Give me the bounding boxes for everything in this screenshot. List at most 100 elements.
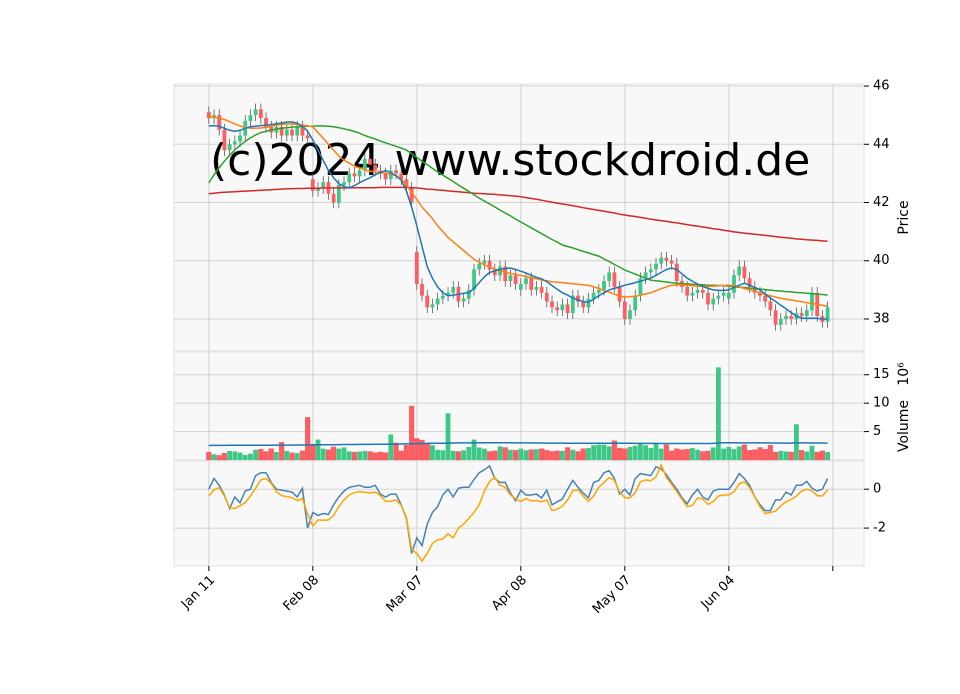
y-tick-label: 15 (873, 367, 890, 382)
candle-body (721, 292, 726, 296)
candle-body (560, 304, 565, 311)
y-tick-label: 5 (873, 424, 881, 439)
candle-body (399, 173, 404, 180)
volume-bar (289, 452, 295, 461)
y-tick-label: 38 (873, 311, 890, 326)
candle-body (674, 263, 679, 282)
candle-body (472, 269, 476, 290)
candle-body (778, 318, 783, 325)
volume-bar (794, 424, 799, 460)
candle-body (420, 284, 424, 296)
candle-body (726, 292, 731, 299)
candle-body (643, 272, 648, 279)
volume-bar (320, 448, 326, 460)
volume-bar (544, 450, 550, 461)
volume-bar (258, 449, 264, 461)
volume-bar (809, 445, 815, 460)
volume-bar (721, 448, 727, 460)
candle-body (222, 129, 227, 151)
volume-bar (710, 447, 716, 460)
candle-body (669, 260, 674, 264)
y-tick-label: 46 (873, 79, 890, 94)
candle-body (742, 266, 747, 279)
volume-bar (253, 449, 259, 460)
volume-bar (622, 448, 628, 461)
candle-body (258, 109, 263, 119)
volume-bar (632, 445, 638, 460)
volume-bar (679, 449, 685, 461)
volume-bar (227, 450, 233, 460)
volume-bar (492, 450, 498, 461)
volume-bar (617, 447, 623, 461)
candle-body (804, 310, 809, 317)
y-tick-label: 44 (873, 137, 890, 152)
candle-body (628, 310, 632, 319)
candle-body (357, 170, 362, 177)
volume-bar (586, 448, 591, 460)
volume-bar (716, 367, 721, 460)
volume-bar (653, 443, 659, 460)
candle-body (284, 129, 289, 136)
y-axis-label: Volume (896, 400, 912, 452)
volume-bar (414, 438, 420, 461)
volume-bar (601, 444, 607, 460)
volume-bar (762, 449, 768, 461)
volume-bar (351, 451, 357, 461)
volume-bar (508, 449, 513, 460)
volume-bar (669, 450, 675, 461)
candle-body (305, 135, 310, 139)
volume-bar (284, 450, 290, 460)
candle-body (248, 115, 253, 121)
volume-bar (466, 446, 472, 460)
volume-bar (825, 452, 831, 460)
candle-body (300, 126, 305, 136)
candle-body (295, 126, 300, 136)
candle-body (591, 292, 596, 299)
volume-bar (591, 445, 597, 460)
volume-bar (450, 450, 456, 460)
candle-body (206, 112, 211, 119)
volume-bar (424, 443, 430, 461)
volume-bar (741, 444, 747, 461)
candle-body (633, 295, 638, 311)
candle-body (685, 286, 690, 296)
candle-body (810, 292, 814, 311)
candle-body (368, 158, 372, 165)
volume-bar (560, 450, 565, 460)
candle-body (581, 301, 586, 308)
volume-bar (648, 448, 654, 460)
volume-bar (497, 446, 503, 460)
candle-body (524, 278, 528, 285)
volume-bar (611, 440, 617, 461)
candle-body (706, 292, 710, 305)
candle-body (555, 307, 560, 311)
volume-bar (695, 449, 701, 460)
volume-bar (767, 445, 773, 461)
y-tick-label: 10 (873, 396, 890, 411)
candle-body (617, 286, 622, 302)
volume-bar (752, 449, 758, 461)
candle-body (217, 115, 222, 130)
volume-bar (747, 450, 753, 461)
volume-bar (274, 452, 279, 460)
candle-body (695, 289, 700, 293)
volume-bar (778, 450, 784, 460)
volume-bar (736, 446, 742, 460)
candle-body (529, 278, 534, 290)
candle-body (477, 263, 482, 270)
volume-bar (663, 444, 669, 461)
candle-body (404, 179, 409, 188)
volume-bar (377, 451, 383, 461)
candle-body (430, 304, 435, 308)
candle-body (612, 272, 617, 287)
candle-body (362, 158, 367, 171)
x-tick-label: Feb 08 (281, 573, 323, 615)
candle-body (440, 295, 445, 299)
volume-bar (596, 444, 602, 460)
volume-bar (476, 447, 482, 460)
volume-bar (502, 447, 508, 461)
candle-body (716, 295, 721, 299)
volume-bar (398, 450, 404, 461)
volume-bar (705, 450, 711, 461)
volume-bar (700, 451, 706, 461)
